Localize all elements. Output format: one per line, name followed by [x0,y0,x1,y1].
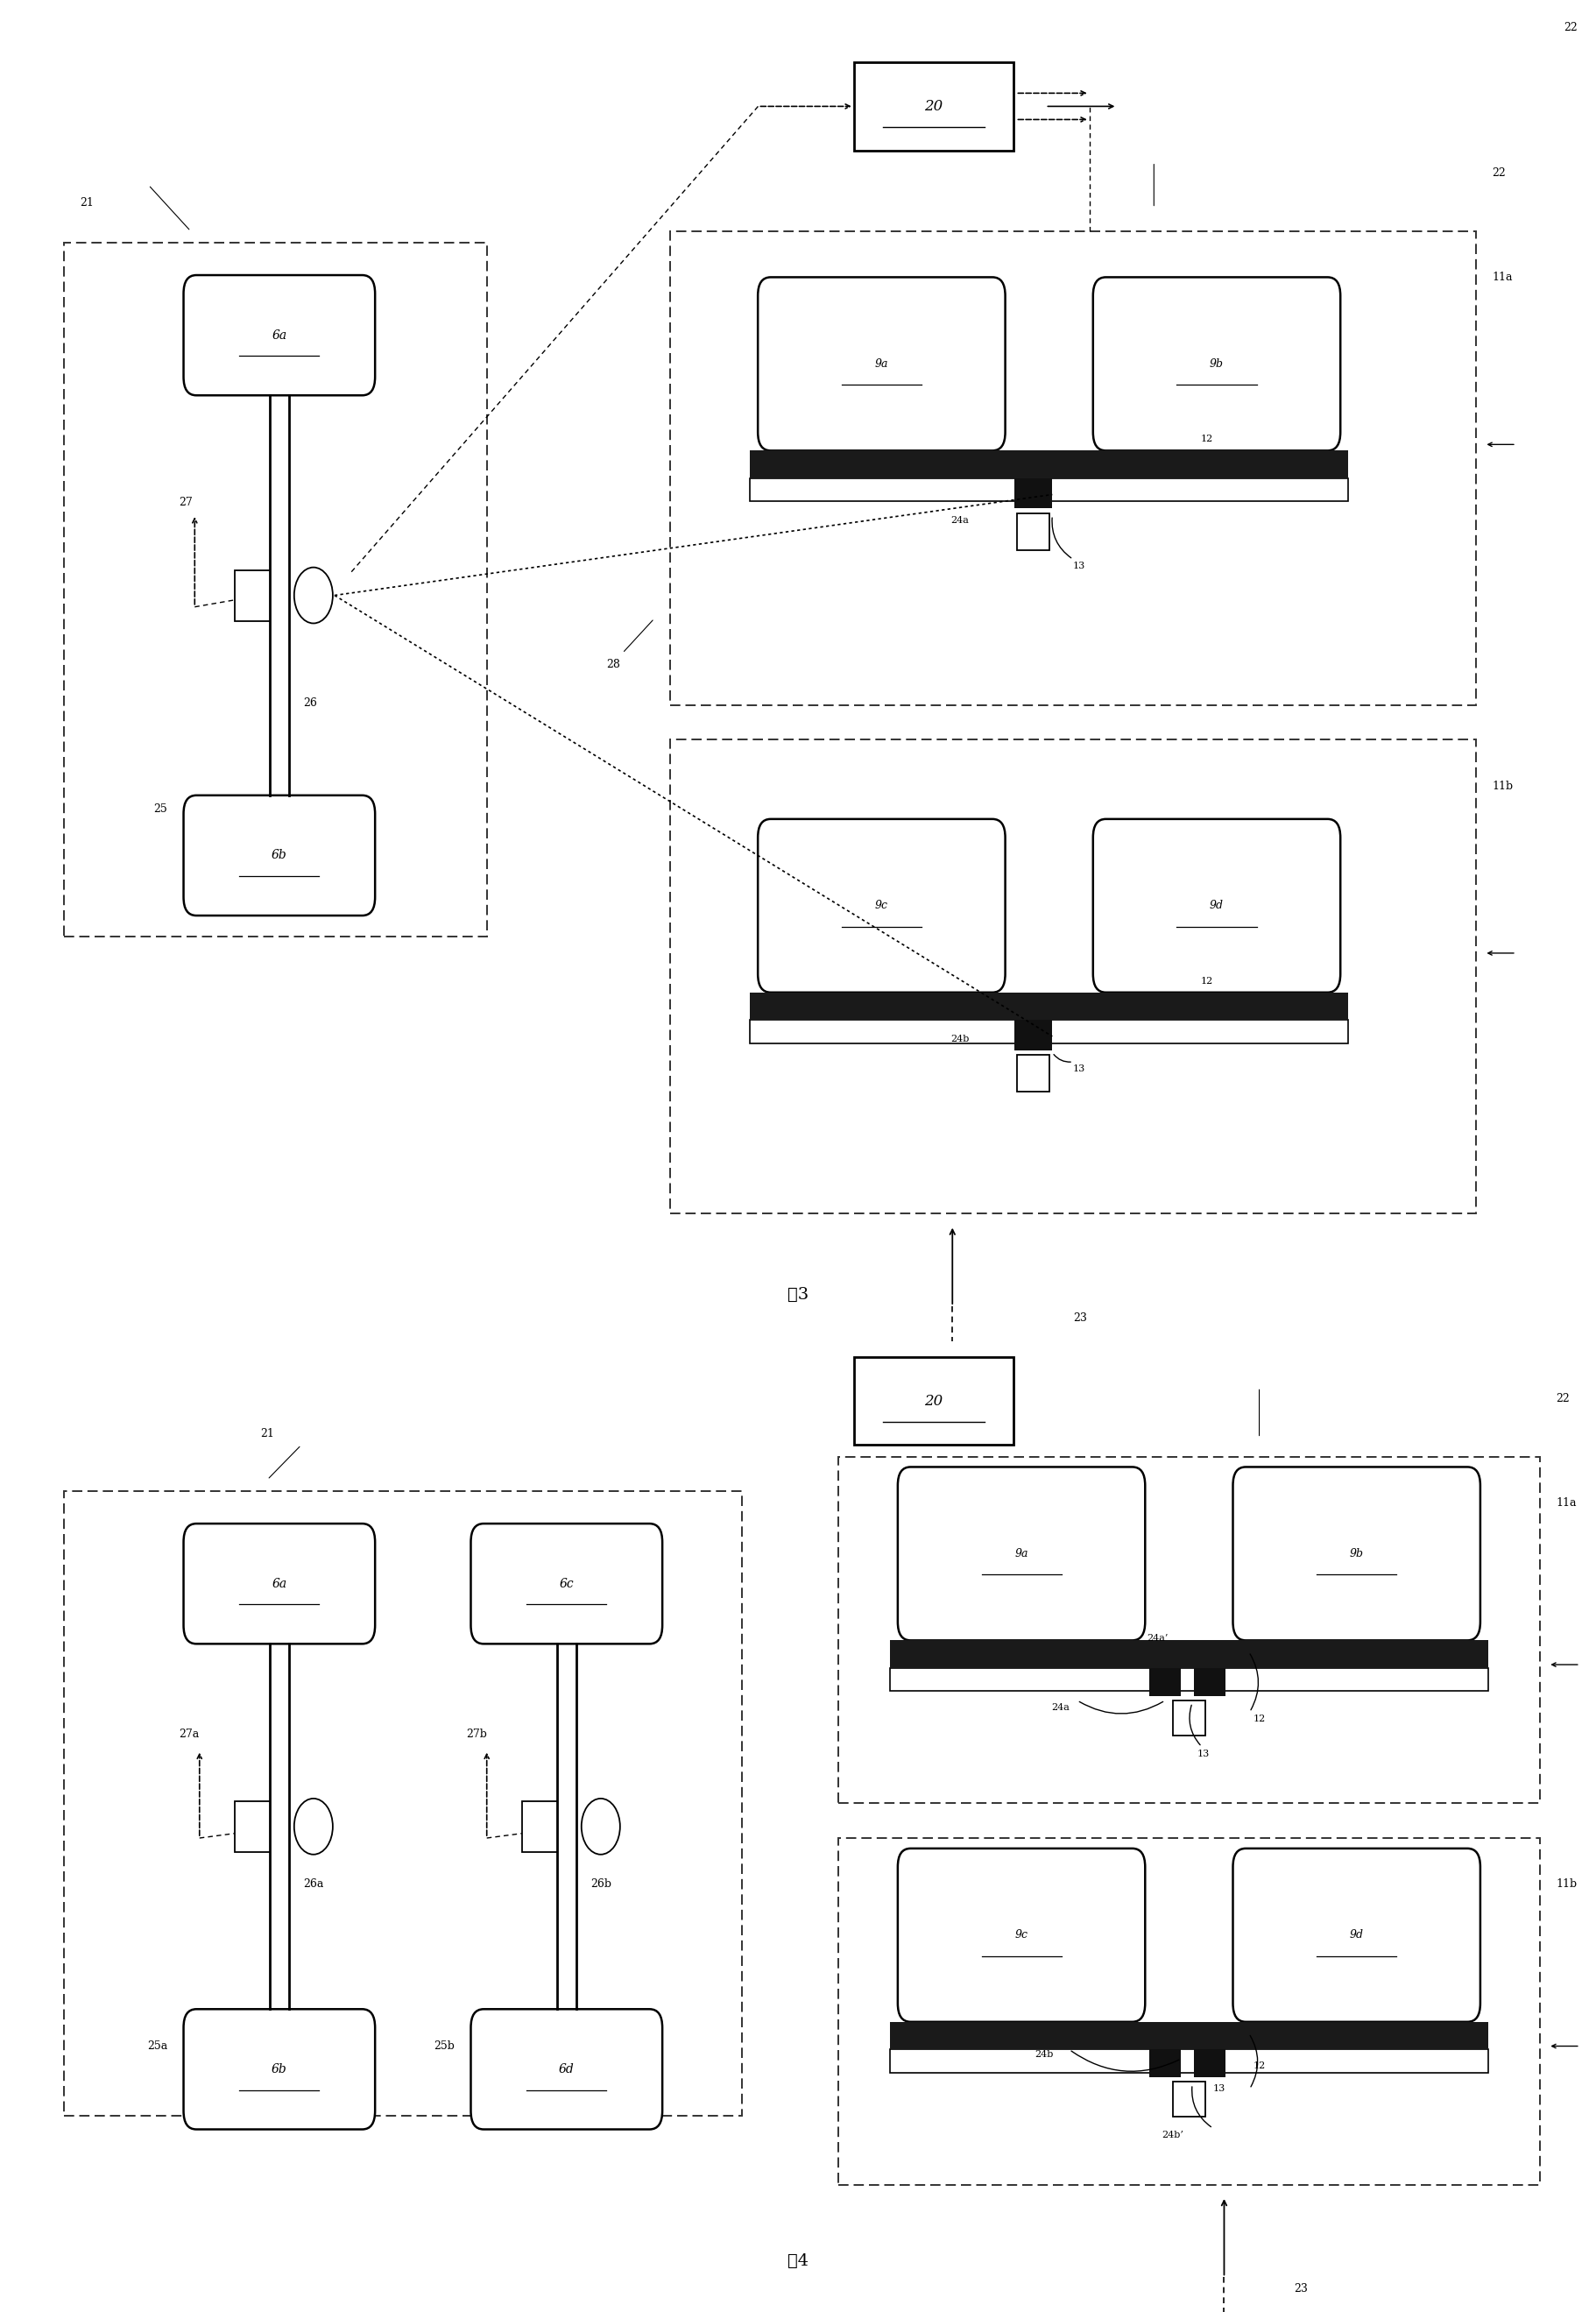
Text: 6b: 6b [271,849,287,862]
Text: 24a: 24a [951,516,969,525]
Bar [854,1357,1013,1445]
Text: 11a: 11a [1556,1498,1577,1507]
Bar [1173,1702,1205,1734]
Text: 9c: 9c [875,899,887,911]
FancyBboxPatch shape [1232,1850,1481,2021]
Text: 24b: 24b [951,1033,969,1043]
Text: 24b’: 24b’ [1162,2132,1184,2139]
Bar [1194,2048,1226,2076]
Bar [1194,1669,1226,1697]
Bar [891,2021,1487,2048]
FancyBboxPatch shape [184,1524,375,1644]
Bar [750,1020,1349,1043]
Text: 9a: 9a [875,358,889,370]
Text: 23: 23 [1074,1313,1087,1322]
Text: 26a: 26a [303,1880,324,1889]
Text: 9a: 9a [1015,1549,1028,1558]
Text: 12: 12 [1253,2062,1266,2069]
Text: 13: 13 [1073,1064,1085,1073]
Text: 24b: 24b [1034,2051,1053,2058]
Bar [750,992,1349,1020]
Text: 11a: 11a [1492,273,1513,282]
Text: 6a: 6a [271,1577,287,1591]
Text: 9d: 9d [1350,1931,1363,1940]
FancyBboxPatch shape [758,277,1005,451]
FancyBboxPatch shape [184,2009,375,2129]
Bar [235,571,270,622]
Bar [854,62,1013,150]
Bar [750,451,1349,479]
Text: 9b: 9b [1210,358,1224,370]
Text: 图3: 图3 [787,1288,809,1302]
Text: 23: 23 [1294,2284,1309,2294]
Text: 12: 12 [1253,1716,1266,1722]
Text: 11b: 11b [1556,1880,1577,1889]
FancyBboxPatch shape [1232,1466,1481,1642]
Text: 13: 13 [1213,2085,1226,2092]
Text: 6c: 6c [559,1577,575,1591]
Text: 26: 26 [303,698,318,707]
Bar [750,479,1349,502]
Text: 9c: 9c [1015,1931,1028,1940]
Text: 20: 20 [924,99,943,113]
Text: 27b: 27b [466,1729,487,1739]
Bar [891,2048,1487,2072]
Text: 25: 25 [153,805,168,814]
FancyBboxPatch shape [1093,818,1341,992]
Bar [670,231,1476,705]
Text: 22: 22 [1556,1394,1570,1403]
Text: 9d: 9d [1210,899,1224,911]
FancyBboxPatch shape [758,818,1005,992]
Bar [522,1801,557,1852]
Bar [838,1457,1540,1803]
FancyBboxPatch shape [1093,277,1341,451]
Text: 22: 22 [1564,23,1578,32]
Text: 28: 28 [606,659,621,670]
Bar [64,243,487,936]
Text: 27a: 27a [179,1729,200,1739]
Text: 图4: 图4 [787,2254,809,2268]
Text: 6b: 6b [271,2062,287,2076]
Bar [1149,2048,1181,2076]
FancyBboxPatch shape [471,1524,662,1644]
Text: 24a: 24a [1052,1704,1069,1711]
Text: 20: 20 [924,1394,943,1408]
FancyBboxPatch shape [897,1466,1146,1642]
Text: 22: 22 [1492,169,1507,178]
Text: 24a’: 24a’ [1146,1635,1168,1642]
Bar [1013,479,1052,509]
Bar [1017,513,1049,550]
Text: 26b: 26b [591,1880,611,1889]
Text: 21: 21 [260,1429,275,1438]
Bar [838,1838,1540,2185]
Bar [1149,1669,1181,1697]
Bar [1013,1020,1052,1050]
Bar [891,1642,1487,1669]
Text: 12: 12 [1200,435,1213,444]
Text: 11b: 11b [1492,781,1513,791]
FancyBboxPatch shape [184,275,375,395]
Bar [235,1801,270,1852]
Text: 12: 12 [1200,976,1213,985]
FancyBboxPatch shape [471,2009,662,2129]
Bar [64,1491,742,2115]
Text: 25b: 25b [434,2041,455,2051]
FancyBboxPatch shape [897,1850,1146,2021]
Text: 9b: 9b [1350,1549,1363,1558]
Text: 13: 13 [1197,1750,1210,1757]
Text: 21: 21 [80,197,94,208]
Bar [1173,2081,1205,2118]
Text: 27: 27 [179,497,193,509]
Bar [670,740,1476,1214]
Text: 13: 13 [1073,562,1085,571]
FancyBboxPatch shape [184,795,375,916]
Text: 6d: 6d [559,2062,575,2076]
Text: 6a: 6a [271,328,287,342]
Bar [1017,1054,1049,1091]
Bar [891,1669,1487,1692]
Text: 25a: 25a [147,2041,168,2051]
